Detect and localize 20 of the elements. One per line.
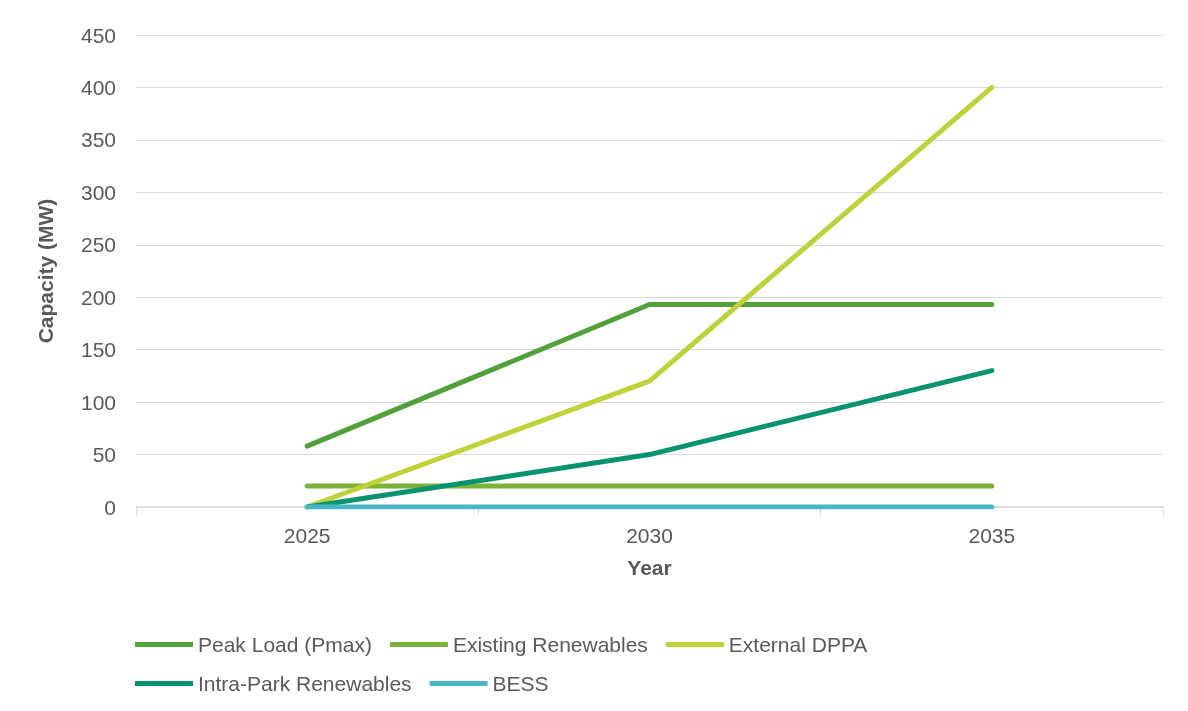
y-axis-title: Capacity (MW) [34, 198, 57, 344]
legend-label: BESS [492, 672, 549, 695]
y-tick-label: 300 [80, 180, 116, 204]
legend-label: Peak Load (Pmax) [198, 633, 372, 656]
y-tick-label: 400 [80, 75, 116, 99]
y-tick-label: 50 [92, 443, 116, 467]
y-tick-label: 200 [80, 285, 116, 309]
x-tick-label: 2035 [968, 524, 1016, 547]
y-tick-label: 150 [80, 338, 116, 362]
legend-label: Intra-Park Renewables [198, 672, 412, 695]
y-tick-label: 350 [80, 128, 116, 152]
y-tick-label: 100 [80, 390, 116, 414]
x-axis-title: Year [627, 556, 672, 579]
y-tick-label: 250 [80, 233, 116, 257]
x-tick-label: 2030 [626, 524, 673, 547]
y-tick-label: 0 [104, 495, 116, 519]
legend-label: External DPPA [728, 633, 868, 656]
x-tick-label: 2025 [283, 524, 331, 547]
legend-label: Existing Renewables [452, 633, 648, 656]
y-tick-label: 450 [80, 23, 116, 47]
